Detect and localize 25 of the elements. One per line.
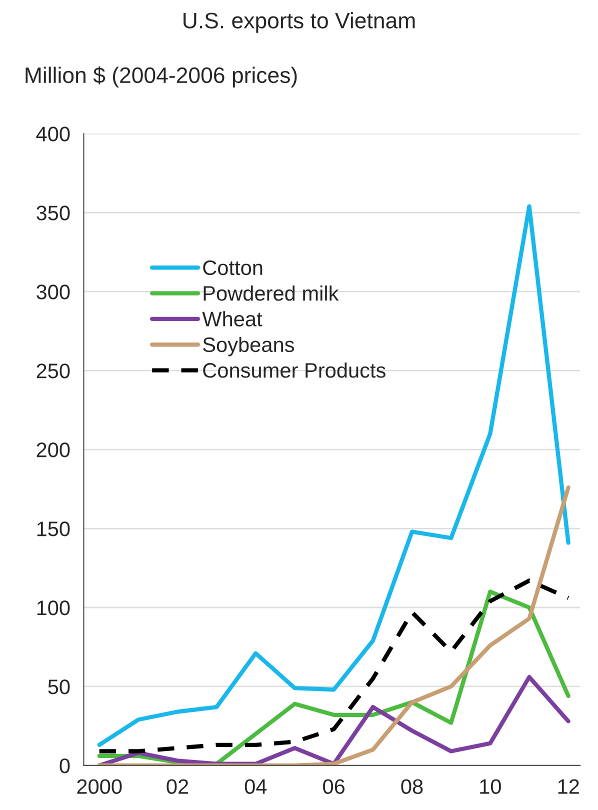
- legend-label: Powdered milk: [204, 285, 339, 301]
- line-series: [97, 204, 570, 747]
- y-tick-label: 300: [36, 284, 70, 300]
- x-tick-label: 10: [480, 779, 501, 794]
- y-tick-label: 200: [36, 442, 70, 458]
- y-tick-label: 250: [36, 364, 70, 378]
- y-tick-label: 150: [37, 522, 70, 536]
- y-tick-label: 100: [37, 600, 70, 616]
- legend-label: Wheat: [202, 311, 262, 326]
- legend-label: Cotton: [203, 260, 262, 276]
- y-axis-title: Million $ (2004-2006 prices): [26, 66, 297, 88]
- x-tick-label: 02: [166, 779, 188, 794]
- x-tick-label: 06: [323, 779, 345, 794]
- y-tick-label: 50: [48, 679, 70, 694]
- x-tick-label: 12: [558, 779, 579, 794]
- x-tick-label: 08: [401, 779, 423, 794]
- y-tick-label: 350: [36, 206, 70, 220]
- legend-label: Consumer Products: [203, 362, 386, 378]
- y-tick-label: 0: [60, 758, 70, 774]
- legend-label: Soybeans: [203, 336, 294, 356]
- chart-title: U.S. exports to Vietnam: [184, 12, 415, 33]
- line-series: [97, 485, 570, 766]
- x-tick-label: 04: [244, 779, 267, 794]
- y-tick-label: 400: [36, 126, 70, 142]
- x-tick-label: 2000: [77, 779, 122, 794]
